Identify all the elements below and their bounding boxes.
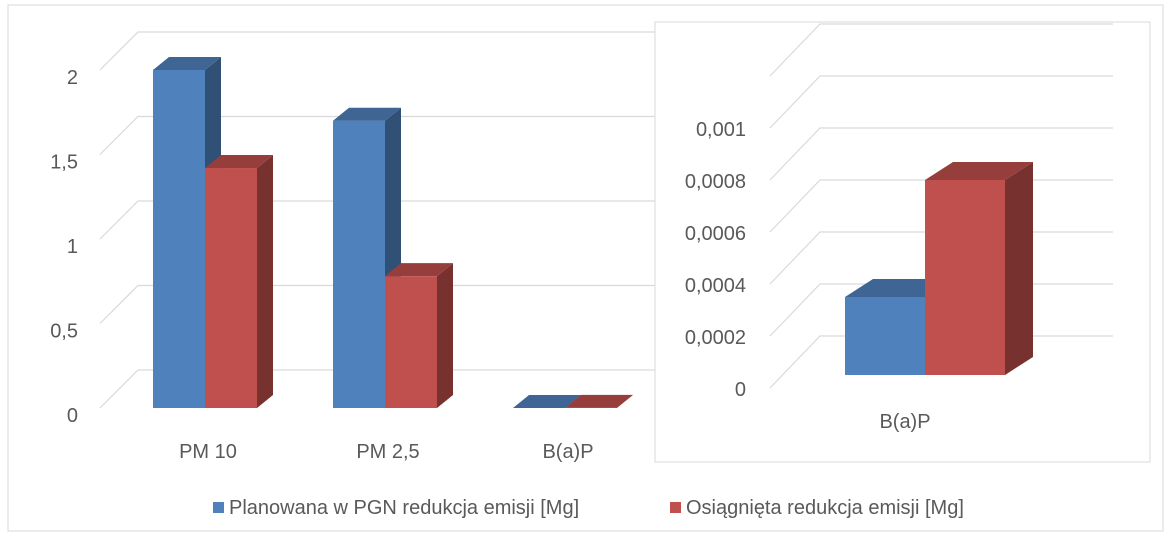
bar-0-0-front [153,70,205,408]
inset-bar-1-top [925,162,1033,180]
legend-label-0: Planowana w PGN redukcja emisji [Mg] [229,497,579,519]
inset-border [654,21,1151,463]
y-tick-label: 0 [67,405,78,427]
y-tick-label: 1,5 [50,152,78,174]
legend-swatch-0 [213,502,224,513]
legend-label-1: Osiągnięta redukcja emisji [Mg] [686,497,964,519]
y-tick-label: 1 [67,236,78,258]
bar-1-0 [205,155,273,408]
legend: Planowana w PGN redukcja emisji [Mg] Osią… [213,497,964,519]
inset-bar-1-side [1005,162,1033,375]
inset-x-tick-label: B(a)P [879,411,930,433]
inset-y-tick-label: 0,001 [696,119,746,141]
bar-1-1 [385,263,453,408]
bar-0-1-front [333,120,385,408]
bar-0-1-top [333,107,401,121]
inset-chart: 0 0,0002 0,0004 0,0006 0,0008 0,001 B(a)P [654,21,1151,463]
bar-1-0-side [257,155,273,408]
inset-y-tick-label: 0 [735,379,746,401]
inset-y-tick-label: 0,0002 [685,327,746,349]
bar-1-2-top [565,394,633,408]
inset-y-tick-label: 0,0004 [685,275,746,297]
bar-1-2-side [617,394,633,408]
y-tick-label: 0,5 [50,321,78,343]
inset-bar-1 [925,162,1033,375]
x-tick-label: PM 2,5 [356,441,419,463]
bar-1-1-side [437,263,453,408]
inset-gridline [769,75,1113,129]
inset-gridline [769,127,1113,181]
x-tick-label: B(a)P [542,441,593,463]
legend-swatch-1 [670,502,681,513]
inset-y-tick-label: 0,0008 [685,171,746,193]
inset-y-tick-label: 0,0006 [685,223,746,245]
inset-bar-0-front [845,297,925,375]
bar-0-2-top [513,394,581,408]
y-tick-label: 2 [67,67,78,89]
inset-bar-1-front [925,180,1005,375]
bar-0-0-top [153,57,221,70]
bar-1-2 [565,394,633,408]
chart-border [7,4,1164,532]
bar-1-0-top [205,155,273,169]
main-chart: 0 0,5 1 1,5 2 PM 10 PM 2,5 B(a)P [7,4,1164,532]
bar-1-0-front [205,168,257,408]
bar-1-1-front [385,276,437,408]
x-tick-label: PM 10 [179,441,237,463]
bar-1-1-top [385,263,453,277]
inset-gridline [769,23,1113,77]
